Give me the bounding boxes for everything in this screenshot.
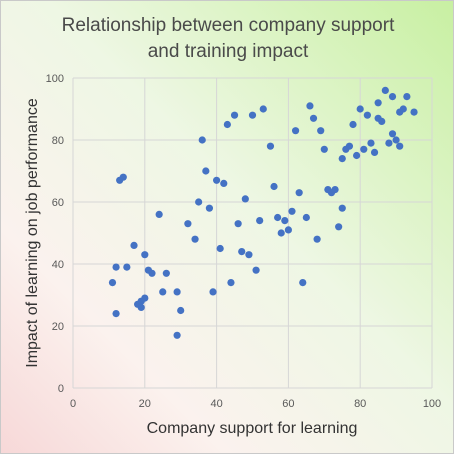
- data-point-30: [223, 120, 231, 129]
- data-point-6: [130, 241, 138, 249]
- data-point-49: [295, 189, 303, 197]
- data-point-59: [331, 186, 339, 194]
- chart-title-line-1: Relationship between company support: [62, 15, 395, 36]
- data-point-54: [313, 235, 321, 243]
- data-point-71: [370, 148, 379, 156]
- data-point-31: [227, 279, 235, 287]
- data-point-72: [374, 99, 382, 107]
- data-point-44: [277, 229, 285, 237]
- data-point-75: [381, 86, 389, 94]
- data-point-74: [378, 117, 386, 125]
- x-tick-label-5: 100: [423, 398, 441, 410]
- data-point-46: [284, 226, 292, 234]
- y-tick-label-2: 40: [52, 259, 64, 271]
- data-point-15: [159, 288, 167, 296]
- data-point-82: [399, 105, 407, 113]
- data-point-45: [281, 217, 289, 225]
- y-tick-label-4: 80: [52, 135, 64, 147]
- y-tick-label-5: 100: [46, 73, 64, 85]
- data-point-78: [388, 93, 397, 101]
- x-tick-label-2: 40: [210, 398, 222, 410]
- data-point-61: [338, 204, 346, 212]
- data-point-50: [299, 279, 307, 287]
- chart-title-line-2: and training impact: [148, 41, 309, 62]
- data-point-56: [320, 145, 328, 153]
- data-point-4: [119, 173, 127, 181]
- y-tick-label-1: 20: [52, 321, 64, 333]
- data-point-0: [108, 279, 117, 287]
- data-point-2: [112, 310, 120, 318]
- data-point-69: [363, 111, 371, 119]
- data-point-53: [309, 114, 318, 122]
- data-point-24: [202, 167, 210, 175]
- data-point-13: [148, 269, 156, 277]
- data-point-17: [173, 288, 181, 296]
- data-point-77: [388, 130, 397, 138]
- data-point-60: [335, 223, 343, 231]
- data-point-23: [198, 136, 206, 144]
- data-point-64: [345, 142, 354, 150]
- data-point-48: [291, 127, 300, 135]
- data-point-11: [141, 294, 149, 302]
- data-point-27: [213, 176, 221, 184]
- y-axis-label: Impact of learning on job performance: [24, 98, 41, 368]
- data-point-26: [209, 288, 217, 296]
- data-point-33: [234, 220, 242, 228]
- data-point-47: [288, 207, 296, 215]
- data-point-83: [403, 93, 411, 101]
- data-point-65: [349, 120, 357, 129]
- data-point-21: [191, 235, 199, 243]
- data-point-28: [216, 244, 224, 253]
- x-tick-label-1: 20: [139, 398, 151, 410]
- data-point-37: [248, 111, 257, 119]
- data-point-1: [112, 263, 120, 271]
- data-point-51: [302, 213, 310, 222]
- data-point-5: [123, 263, 131, 271]
- data-point-76: [385, 139, 393, 147]
- data-point-70: [367, 139, 375, 147]
- data-point-32: [230, 111, 239, 119]
- data-point-9: [137, 303, 145, 311]
- y-tick-label-0: 0: [58, 383, 64, 395]
- data-point-16: [162, 269, 170, 277]
- x-axis-label: Company support for learning: [147, 420, 358, 437]
- data-point-35: [241, 195, 249, 203]
- data-point-79: [392, 136, 400, 144]
- data-point-10: [141, 251, 149, 259]
- data-point-22: [195, 198, 203, 206]
- tick-labels: 0 20 40 60 80 100 0 20 40 60 80 100: [46, 73, 442, 410]
- data-point-39: [256, 217, 264, 225]
- data-point-41: [266, 142, 275, 150]
- data-point-38: [252, 266, 260, 274]
- gridlines: [72, 77, 433, 389]
- x-tick-label-0: 0: [70, 398, 76, 410]
- data-point-84: [410, 108, 418, 116]
- data-point-18: [173, 331, 181, 339]
- data-points: [108, 86, 418, 339]
- data-point-36: [245, 251, 253, 259]
- data-point-66: [353, 151, 361, 160]
- data-point-34: [238, 248, 246, 256]
- data-point-52: [306, 102, 314, 110]
- x-tick-label-4: 80: [354, 398, 366, 410]
- data-point-67: [356, 105, 364, 113]
- x-tick-label-3: 60: [282, 398, 294, 410]
- data-point-25: [205, 204, 214, 212]
- data-point-20: [184, 220, 192, 228]
- data-point-19: [177, 306, 185, 315]
- data-point-40: [259, 105, 267, 113]
- data-point-42: [270, 182, 278, 191]
- data-point-81: [396, 142, 404, 150]
- data-point-68: [360, 145, 368, 153]
- data-point-55: [317, 127, 325, 135]
- y-tick-label-3: 60: [52, 197, 64, 209]
- data-point-29: [220, 179, 228, 187]
- data-point-62: [338, 155, 346, 163]
- data-point-14: [155, 210, 163, 218]
- data-point-43: [274, 213, 282, 222]
